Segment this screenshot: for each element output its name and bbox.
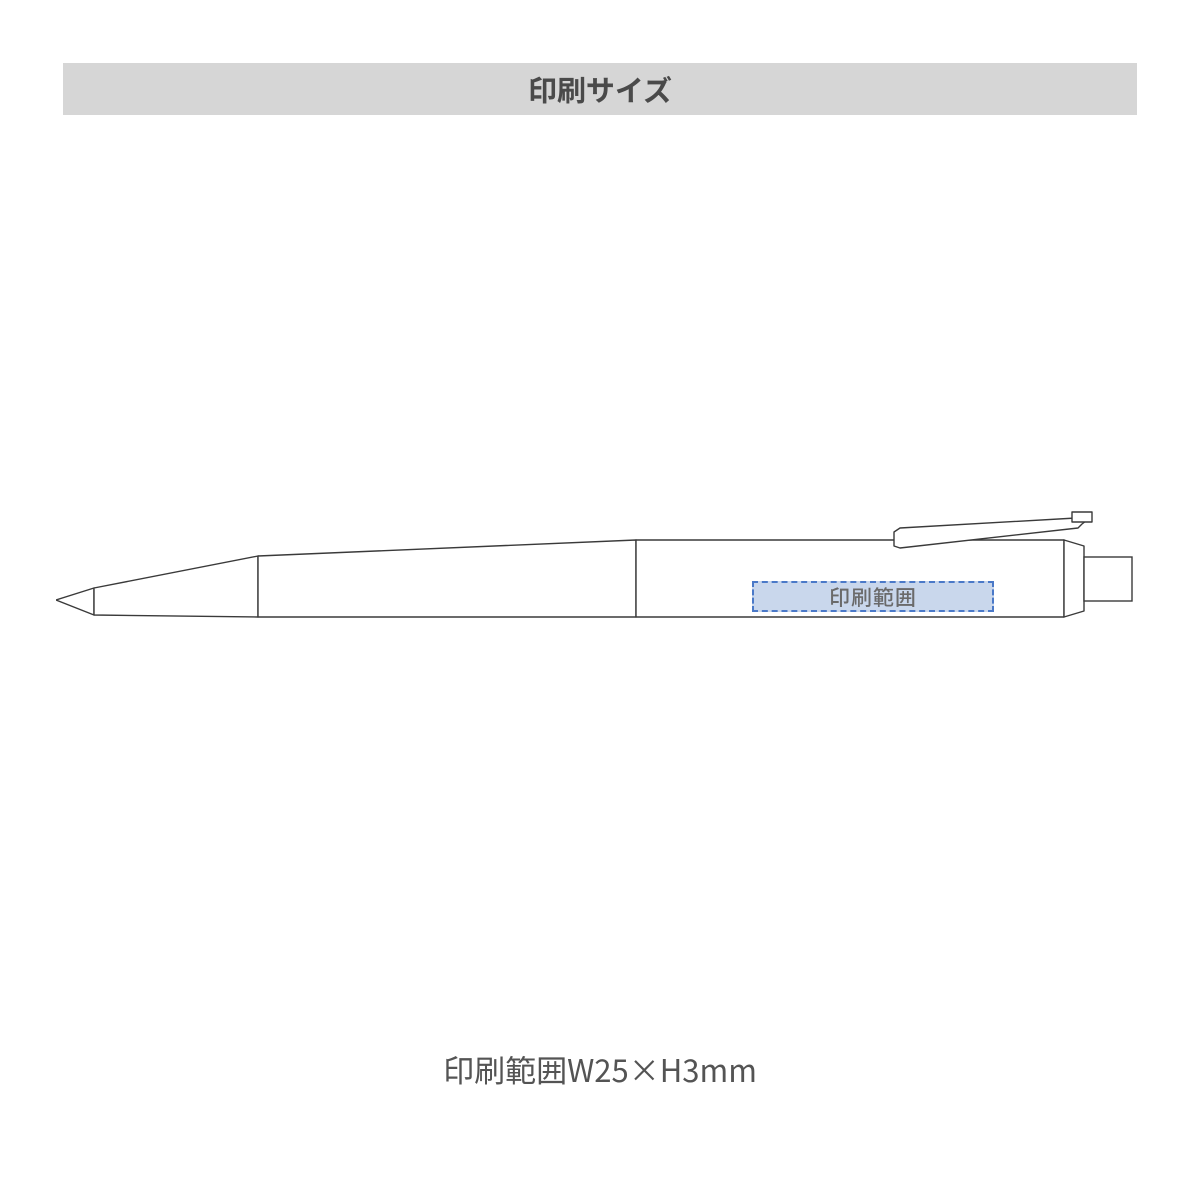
print-area-label: 印刷範囲 xyxy=(829,582,917,612)
dimension-label: 印刷範囲W25×H3mm xyxy=(0,1046,1200,1091)
pen-button xyxy=(1084,557,1132,601)
header-title: 印刷サイズ xyxy=(528,68,672,110)
pen-nib xyxy=(56,588,94,615)
print-area-box: 印刷範囲 xyxy=(752,581,994,612)
pen-front-barrel xyxy=(258,540,636,617)
pen-end-cap xyxy=(1064,540,1084,617)
pen-grip xyxy=(94,556,258,617)
header-bar: 印刷サイズ xyxy=(63,63,1137,115)
pen-clip-tab xyxy=(1072,512,1092,522)
